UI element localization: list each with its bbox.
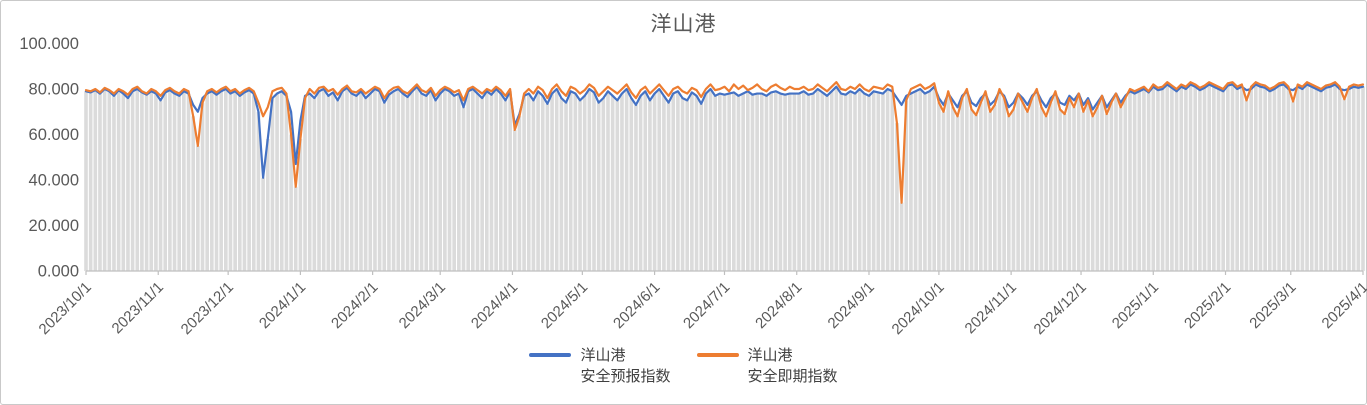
svg-text:2023/10/1: 2023/10/1	[36, 279, 95, 338]
svg-text:20.000: 20.000	[29, 217, 79, 235]
svg-text:2025/3/1: 2025/3/1	[1246, 279, 1299, 332]
legend-line-swatch-orange	[696, 353, 739, 357]
legend-line-swatch-blue	[529, 353, 572, 357]
svg-text:40.000: 40.000	[29, 172, 79, 190]
svg-text:2025/4/1: 2025/4/1	[1319, 279, 1367, 332]
svg-text:2024/1/1: 2024/1/1	[256, 279, 309, 332]
svg-text:2024/7/1: 2024/7/1	[680, 279, 733, 332]
legend-label-spot-line2: 安全即期指数	[747, 368, 838, 385]
svg-text:0.000: 0.000	[38, 263, 79, 281]
svg-text:2024/11/1: 2024/11/1	[962, 279, 1020, 337]
svg-text:2024/4/1: 2024/4/1	[468, 279, 521, 332]
legend-label-forecast: 洋山港 安全预报指数	[580, 345, 670, 387]
svg-text:2024/10/1: 2024/10/1	[889, 279, 948, 338]
svg-text:2024/12/1: 2024/12/1	[1031, 279, 1090, 338]
chart-canvas: 2023/10/1 2023/11/1 2023/12/1 2024/1/1 2024/…	[19, 35, 1367, 338]
legend-item-spot-index: 洋山港 安全即期指数	[696, 345, 838, 387]
svg-text:60.000: 60.000	[29, 126, 79, 144]
svg-text:2024/9/1: 2024/9/1	[825, 279, 878, 332]
svg-text:80.000: 80.000	[29, 81, 79, 99]
svg-text:2023/11/1: 2023/11/1	[109, 279, 167, 337]
svg-text:2024/8/1: 2024/8/1	[752, 279, 805, 332]
svg-text:2024/3/1: 2024/3/1	[396, 279, 449, 332]
chart-title: 洋山港	[650, 13, 717, 36]
svg-text:100.000: 100.000	[19, 35, 79, 53]
legend-label-spot: 洋山港 安全即期指数	[748, 345, 838, 387]
svg-text:2024/5/1: 2024/5/1	[538, 279, 591, 332]
svg-text:2023/12/1: 2023/12/1	[178, 279, 237, 338]
legend-label-spot-line1: 洋山港	[747, 347, 793, 364]
legend-label-forecast-line1: 洋山港	[580, 347, 626, 364]
svg-text:2024/2/1: 2024/2/1	[328, 279, 381, 332]
legend-label-forecast-line2: 安全预报指数	[580, 368, 671, 385]
svg-text:2025/2/1: 2025/2/1	[1181, 279, 1234, 332]
chart-legend: 洋山港 安全预报指数 洋山港 安全即期指数	[1, 345, 1366, 387]
svg-text:2024/6/1: 2024/6/1	[610, 279, 663, 332]
legend-item-forecast-index: 洋山港 安全预报指数	[529, 345, 671, 387]
svg-text:2025/1/1: 2025/1/1	[1109, 279, 1162, 332]
